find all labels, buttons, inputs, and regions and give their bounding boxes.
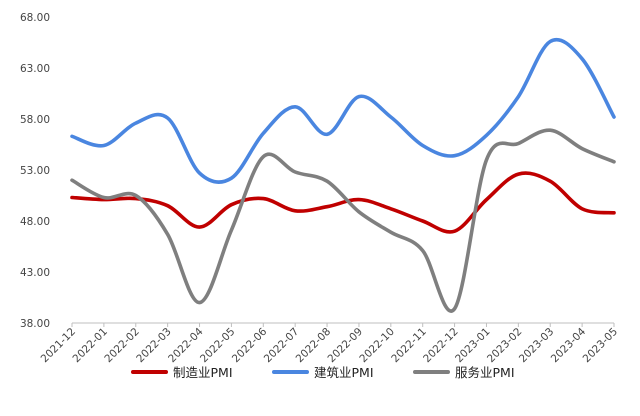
services-pmi-point bbox=[262, 155, 265, 158]
services-pmi-point bbox=[230, 229, 233, 232]
y-tick-label: 68.00 bbox=[20, 12, 50, 24]
y-tick-label: 43.00 bbox=[20, 267, 50, 279]
construction-pmi-point bbox=[485, 134, 488, 137]
construction-pmi-point bbox=[453, 154, 456, 157]
manufacturing-pmi-point bbox=[389, 207, 392, 210]
services-pmi-point bbox=[549, 129, 552, 132]
construction-pmi-legend-label: 建筑业PMI bbox=[314, 365, 374, 380]
y-tick-label: 63.00 bbox=[20, 63, 50, 75]
construction-pmi-point bbox=[389, 115, 392, 118]
construction-pmi-point bbox=[230, 177, 233, 180]
services-pmi-point bbox=[134, 194, 137, 197]
manufacturing-pmi-point bbox=[421, 219, 424, 222]
construction-pmi-point bbox=[198, 172, 201, 175]
services-pmi-point bbox=[421, 249, 424, 252]
manufacturing-pmi-point bbox=[166, 204, 169, 207]
construction-pmi-point bbox=[134, 122, 137, 125]
manufacturing-pmi-point bbox=[581, 207, 584, 210]
construction-pmi-point bbox=[70, 135, 73, 138]
construction-pmi-point bbox=[102, 144, 105, 147]
construction-pmi-line bbox=[70, 37, 616, 184]
services-pmi-point bbox=[70, 179, 73, 182]
services-pmi-point bbox=[198, 301, 201, 304]
services-pmi-point bbox=[326, 180, 329, 183]
construction-pmi-point bbox=[581, 57, 584, 60]
y-tick-label: 48.00 bbox=[20, 216, 50, 228]
construction-pmi-point bbox=[166, 116, 169, 119]
manufacturing-pmi-point bbox=[198, 226, 201, 229]
services-pmi-point bbox=[517, 142, 520, 145]
manufacturing-pmi-point bbox=[70, 196, 73, 199]
construction-pmi-point bbox=[549, 40, 552, 43]
series-layer bbox=[70, 37, 616, 313]
manufacturing-pmi-line bbox=[70, 171, 616, 234]
services-pmi-point bbox=[389, 231, 392, 234]
manufacturing-pmi-point bbox=[326, 205, 329, 208]
x-tick-label: 2023-05 bbox=[581, 326, 621, 366]
construction-pmi-point bbox=[421, 144, 424, 147]
legend: 制造业PMI 建筑业PMI 服务业PMI bbox=[131, 365, 515, 380]
services-pmi-point bbox=[166, 233, 169, 236]
manufacturing-pmi-point bbox=[549, 180, 552, 183]
manufacturing-pmi-point bbox=[485, 198, 488, 201]
manufacturing-pmi-point bbox=[517, 173, 520, 176]
services-pmi-point bbox=[357, 210, 360, 213]
manufacturing-pmi-point bbox=[612, 211, 615, 214]
construction-pmi-point bbox=[326, 133, 329, 136]
services-pmi-legend-label: 服务业PMI bbox=[455, 365, 515, 380]
manufacturing-pmi-point bbox=[357, 198, 360, 201]
y-tick-label: 38.00 bbox=[20, 318, 50, 330]
manufacturing-pmi-point bbox=[262, 197, 265, 200]
services-pmi-line bbox=[70, 128, 616, 313]
manufacturing-pmi-point bbox=[453, 230, 456, 233]
construction-pmi-point bbox=[612, 115, 615, 118]
construction-pmi-point bbox=[294, 105, 297, 108]
y-tick-label: 58.00 bbox=[20, 114, 50, 126]
services-pmi-point bbox=[102, 196, 105, 199]
construction-pmi-point bbox=[262, 132, 265, 135]
construction-pmi-point bbox=[517, 95, 520, 98]
construction-pmi-point bbox=[357, 95, 360, 98]
manufacturing-pmi-point bbox=[230, 203, 233, 206]
services-pmi-point bbox=[485, 158, 488, 161]
axes: 38.0043.0048.0053.0058.0063.0068.002021-… bbox=[20, 12, 620, 365]
services-pmi-point bbox=[581, 147, 584, 150]
y-tick-label: 53.00 bbox=[20, 165, 50, 177]
services-pmi-point bbox=[294, 170, 297, 173]
services-pmi-point bbox=[453, 307, 456, 310]
manufacturing-pmi-legend-label: 制造业PMI bbox=[173, 365, 233, 380]
manufacturing-pmi-point bbox=[294, 209, 297, 212]
services-pmi-point bbox=[612, 160, 615, 163]
